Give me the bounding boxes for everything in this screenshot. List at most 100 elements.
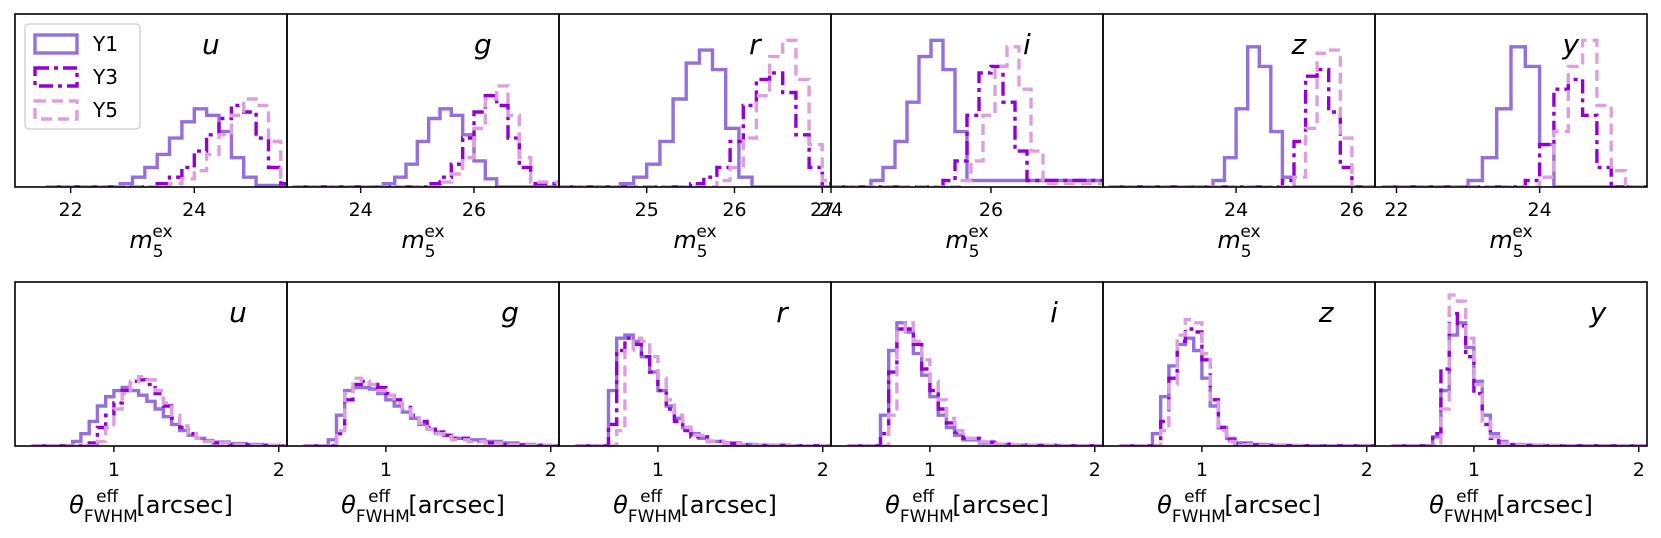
x-axis-label: θFWHMeff [arcsec] bbox=[613, 487, 777, 527]
legend-item-Y1: Y1 bbox=[33, 32, 118, 56]
panel-top-i: 24 26 i m5ex bbox=[819, 13, 1104, 262]
hist-Y1-i bbox=[847, 321, 1103, 446]
x-tick-label: 1 bbox=[380, 459, 392, 481]
legend-swatch bbox=[33, 33, 79, 55]
band-label: z bbox=[1318, 296, 1335, 329]
hist-Y3-u bbox=[31, 378, 287, 446]
band-label: u bbox=[202, 28, 220, 61]
hist-Y5-i bbox=[847, 321, 1103, 446]
legend-label: Y1 bbox=[92, 32, 118, 56]
hist-Y1-z bbox=[1119, 336, 1375, 446]
legend-item-Y3: Y3 bbox=[33, 65, 118, 89]
panel-top-u: 22 24 u m5ex bbox=[14, 13, 288, 262]
x-tick-label: 22 bbox=[1384, 199, 1408, 221]
hist-Y1-u bbox=[45, 107, 287, 187]
x-tick-label: 26 bbox=[462, 199, 486, 221]
axes-frame bbox=[830, 281, 1104, 447]
hist-Y5-r bbox=[559, 38, 831, 187]
hist-Y5-u bbox=[31, 375, 287, 446]
x-tick-label: 1 bbox=[1468, 459, 1480, 481]
axes-frame bbox=[1102, 281, 1376, 447]
x-tick-label: 26 bbox=[1340, 199, 1364, 221]
x-tick-label: 24 bbox=[1528, 199, 1552, 221]
panel-top-z: 24 26 z m5ex bbox=[1102, 13, 1376, 262]
x-axis-label: m5ex bbox=[1217, 222, 1260, 262]
panel-top-g: 24 26 g m5ex bbox=[286, 13, 560, 262]
band-label: i bbox=[1023, 28, 1031, 61]
x-axis-label: m5ex bbox=[1489, 222, 1532, 262]
hist-Y5-y bbox=[1382, 38, 1647, 187]
hist-Y3-z bbox=[1108, 67, 1375, 187]
x-tick-label: 2 bbox=[545, 459, 557, 481]
band-label: r bbox=[749, 28, 762, 61]
histograms bbox=[31, 375, 287, 446]
x-tick-label: 2 bbox=[817, 459, 829, 481]
hist-Y1-i bbox=[831, 38, 1103, 187]
panel-bottom-i: 1 2 i θFWHMeff [arcsec] bbox=[830, 281, 1104, 527]
axes-frame bbox=[1102, 13, 1376, 188]
band-label: u bbox=[229, 296, 247, 329]
hist-Y1-y bbox=[1391, 321, 1647, 446]
hist-Y5-g bbox=[303, 376, 559, 446]
x-tick-label: 1 bbox=[652, 459, 664, 481]
panel-top-y: 22 24 y m5ex bbox=[1374, 13, 1648, 262]
hist-Y5-r bbox=[575, 336, 831, 446]
legend: Y1 Y3 Y5 bbox=[24, 23, 141, 130]
panel-bottom-y: 1 2 y θFWHMeff [arcsec] bbox=[1374, 281, 1648, 527]
hist-Y5-u bbox=[45, 97, 287, 187]
x-axis-label: m5ex bbox=[401, 222, 444, 262]
x-tick-label: 1 bbox=[108, 459, 120, 481]
x-tick-label: 24 bbox=[819, 199, 843, 221]
axes-frame bbox=[1374, 13, 1648, 188]
band-label: i bbox=[1050, 296, 1058, 329]
band-label: g bbox=[501, 296, 519, 329]
band-label: z bbox=[1290, 28, 1307, 61]
legend-label: Y5 bbox=[92, 98, 118, 122]
x-tick-label: 1 bbox=[924, 459, 936, 481]
x-axis-label: θFWHMeff [arcsec] bbox=[69, 487, 233, 527]
band-label: r bbox=[776, 296, 789, 329]
hist-Y3-z bbox=[1119, 327, 1375, 446]
x-tick-label: 27 bbox=[810, 199, 834, 221]
x-tick-label: 24 bbox=[1224, 199, 1248, 221]
band-label: g bbox=[474, 28, 492, 61]
x-axis-label: θFWHMeff [arcsec] bbox=[885, 487, 1049, 527]
panel-bottom-u: 1 2 u θFWHMeff [arcsec] bbox=[14, 281, 288, 527]
x-tick-label: 1 bbox=[1196, 459, 1208, 481]
hist-Y5-z bbox=[1108, 48, 1375, 187]
panel-bottom-g: 1 2 g θFWHMeff [arcsec] bbox=[286, 281, 560, 527]
histograms bbox=[847, 321, 1103, 446]
hist-Y5-g bbox=[292, 84, 559, 187]
row-bottom: 1 2 u θFWHMeff [arcsec] 1 2 g θFWHMeff [arcsec] 1 2… bbox=[14, 281, 1648, 527]
x-axis-label: m5ex bbox=[673, 222, 716, 262]
histograms bbox=[292, 84, 559, 187]
band-label: y bbox=[1589, 296, 1607, 329]
hist-Y1-y bbox=[1382, 45, 1647, 187]
hist-Y3-y bbox=[1391, 311, 1647, 446]
x-axis-label: m5ex bbox=[129, 222, 172, 262]
hist-Y1-g bbox=[292, 107, 559, 187]
axes-frame bbox=[1374, 281, 1648, 447]
legend-frame bbox=[24, 23, 141, 130]
x-tick-label: 24 bbox=[182, 199, 206, 221]
histograms bbox=[303, 376, 559, 446]
histograms bbox=[831, 38, 1103, 187]
hist-Y1-r bbox=[559, 48, 831, 187]
x-tick-label: 24 bbox=[349, 199, 373, 221]
histograms bbox=[1391, 293, 1647, 446]
panel-bottom-z: 1 2 z θFWHMeff [arcsec] bbox=[1102, 281, 1376, 527]
x-tick-label: 2 bbox=[1361, 459, 1373, 481]
legend-swatch bbox=[33, 99, 79, 121]
hist-Y3-u bbox=[45, 103, 287, 187]
histograms bbox=[1108, 45, 1375, 187]
panel-top-r: 25 26 27 r m5ex bbox=[558, 13, 834, 262]
x-tick-label: 26 bbox=[979, 199, 1003, 221]
band-label: y bbox=[1562, 28, 1580, 61]
x-axis-label: m5ex bbox=[945, 222, 988, 262]
x-axis-label: θFWHMeff [arcsec] bbox=[1429, 487, 1593, 527]
x-tick-label: 26 bbox=[722, 199, 746, 221]
hist-Y1-z bbox=[1108, 45, 1375, 187]
